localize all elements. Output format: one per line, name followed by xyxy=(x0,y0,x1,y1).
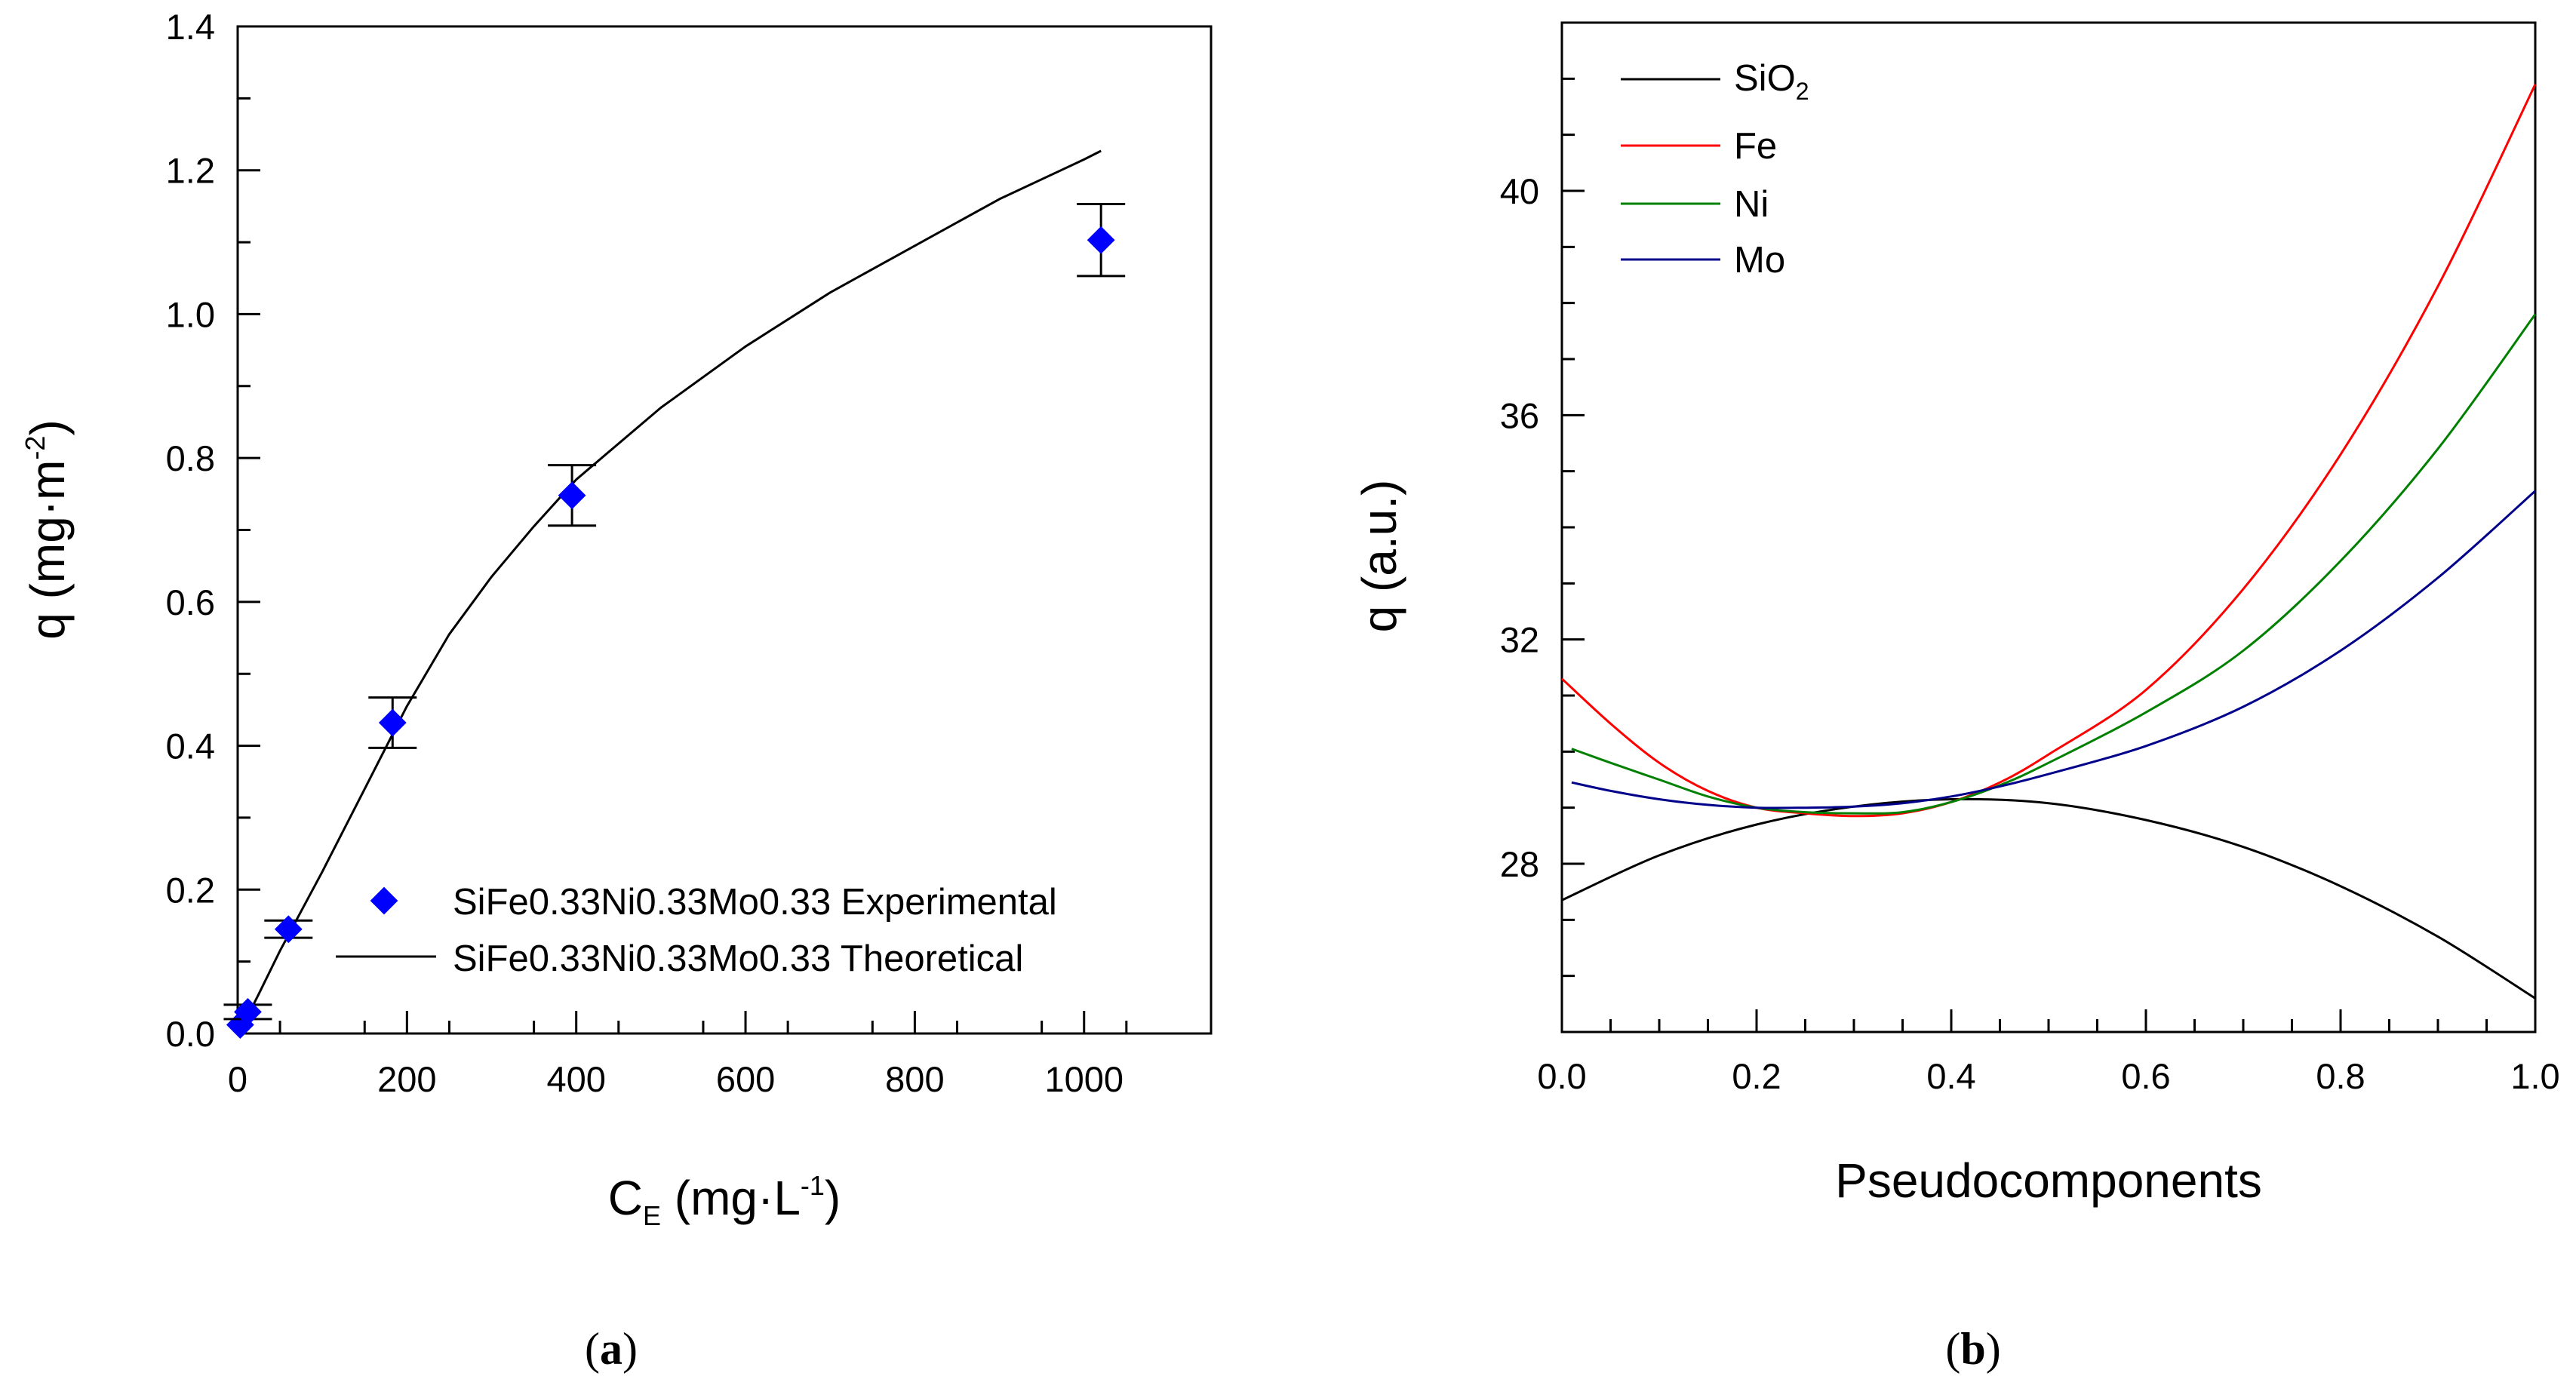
data-point xyxy=(234,998,262,1026)
panel-a-ticks: 0 200 400 600 800 1000 0.0 0.2 0.4 0.6 0.8 1.0 1.2 1.… xyxy=(166,7,1128,1099)
y-tick-label: 0.2 xyxy=(166,870,215,910)
legend-mo-label: Mo xyxy=(1734,240,1785,281)
series-line-sio xyxy=(1561,797,2536,1000)
legend-fe-label: Fe xyxy=(1734,126,1777,167)
legend-experimental-label: SiFe0.33Ni0.33Mo0.33 Experimental xyxy=(453,882,1057,923)
x-tick-label: 0.6 xyxy=(2121,1056,2170,1096)
panel-a-legend: SiFe0.33Ni0.33Mo0.33 Experimental SiFe0.… xyxy=(336,882,1057,979)
panel-b-legend: SiO2 Fe Ni Mo xyxy=(1621,58,1809,281)
data-point xyxy=(1087,226,1115,254)
data-point xyxy=(558,481,586,510)
y-tick-label: 0.8 xyxy=(166,438,215,478)
y-tick-label: 1.4 xyxy=(166,7,215,47)
panel-a-theoretical-series xyxy=(236,149,1102,1034)
y-tick-label: 1.0 xyxy=(166,294,215,334)
legend-experimental-marker xyxy=(370,886,398,915)
legend-ni-label: Ni xyxy=(1734,184,1769,225)
x-tick-label: 1000 xyxy=(1044,1059,1124,1099)
x-tick-label: 0.4 xyxy=(1926,1056,1975,1096)
x-tick-label: 1.0 xyxy=(2510,1056,2559,1096)
panel-a-y-axis-title: q (mg·m-2) xyxy=(20,419,75,640)
panel-b-ticks: 0.0 0.2 0.4 0.6 0.8 1.0 28 32 36 40 xyxy=(1500,21,2560,1096)
theoretical-line xyxy=(236,149,1102,1034)
panel-b-caption: (b) xyxy=(1945,1324,2000,1374)
y-tick-label: 0.6 xyxy=(166,582,215,622)
data-point xyxy=(274,915,303,944)
y-tick-label: 36 xyxy=(1500,395,1539,435)
x-tick-label: 800 xyxy=(885,1059,944,1099)
panel-b-y-axis-title: q (a.u.) xyxy=(1352,480,1406,633)
x-tick-label: 600 xyxy=(716,1059,775,1099)
legend-sio2-label: SiO2 xyxy=(1734,58,1809,105)
panel-a-experimental-series xyxy=(223,203,1126,1039)
panel-a-chart: 0 200 400 600 800 1000 0.0 0.2 0.4 0.6 0.8 1.0 1.2 1.… xyxy=(20,7,1213,1374)
y-tick-label: 28 xyxy=(1500,844,1539,884)
series-line-ni xyxy=(1571,313,2537,815)
series-line-mo xyxy=(1571,490,2536,809)
series-line-fe xyxy=(1560,84,2537,818)
legend-theoretical-label: SiFe0.33Ni0.33Mo0.33 Theoretical xyxy=(453,938,1023,979)
panel-b-plot-frame xyxy=(1560,21,2537,1033)
y-tick-label: 0.0 xyxy=(166,1014,215,1054)
panel-a-caption: (a) xyxy=(585,1324,638,1374)
y-tick-label: 40 xyxy=(1500,171,1539,211)
x-tick-label: 0.0 xyxy=(1537,1056,1586,1096)
y-tick-label: 32 xyxy=(1500,620,1539,660)
x-tick-label: 0.8 xyxy=(2316,1056,2365,1096)
x-tick-label: 0.2 xyxy=(1732,1056,1781,1096)
x-tick-label: 0 xyxy=(228,1059,247,1099)
data-point xyxy=(378,708,407,737)
y-tick-label: 1.2 xyxy=(166,151,215,191)
x-tick-label: 400 xyxy=(546,1059,605,1099)
y-tick-label: 0.4 xyxy=(166,726,215,766)
panel-b-series xyxy=(1560,84,2537,1000)
panel-a-x-axis-title: CE (mg·L-1) xyxy=(608,1170,841,1231)
panel-b-chart: 0.0 0.2 0.4 0.6 0.8 1.0 28 32 36 40 SiO2 Fe Ni Mo… xyxy=(1352,21,2560,1374)
panel-b-x-axis-title: Pseudocomponents xyxy=(1835,1153,2262,1208)
x-tick-label: 200 xyxy=(377,1059,436,1099)
